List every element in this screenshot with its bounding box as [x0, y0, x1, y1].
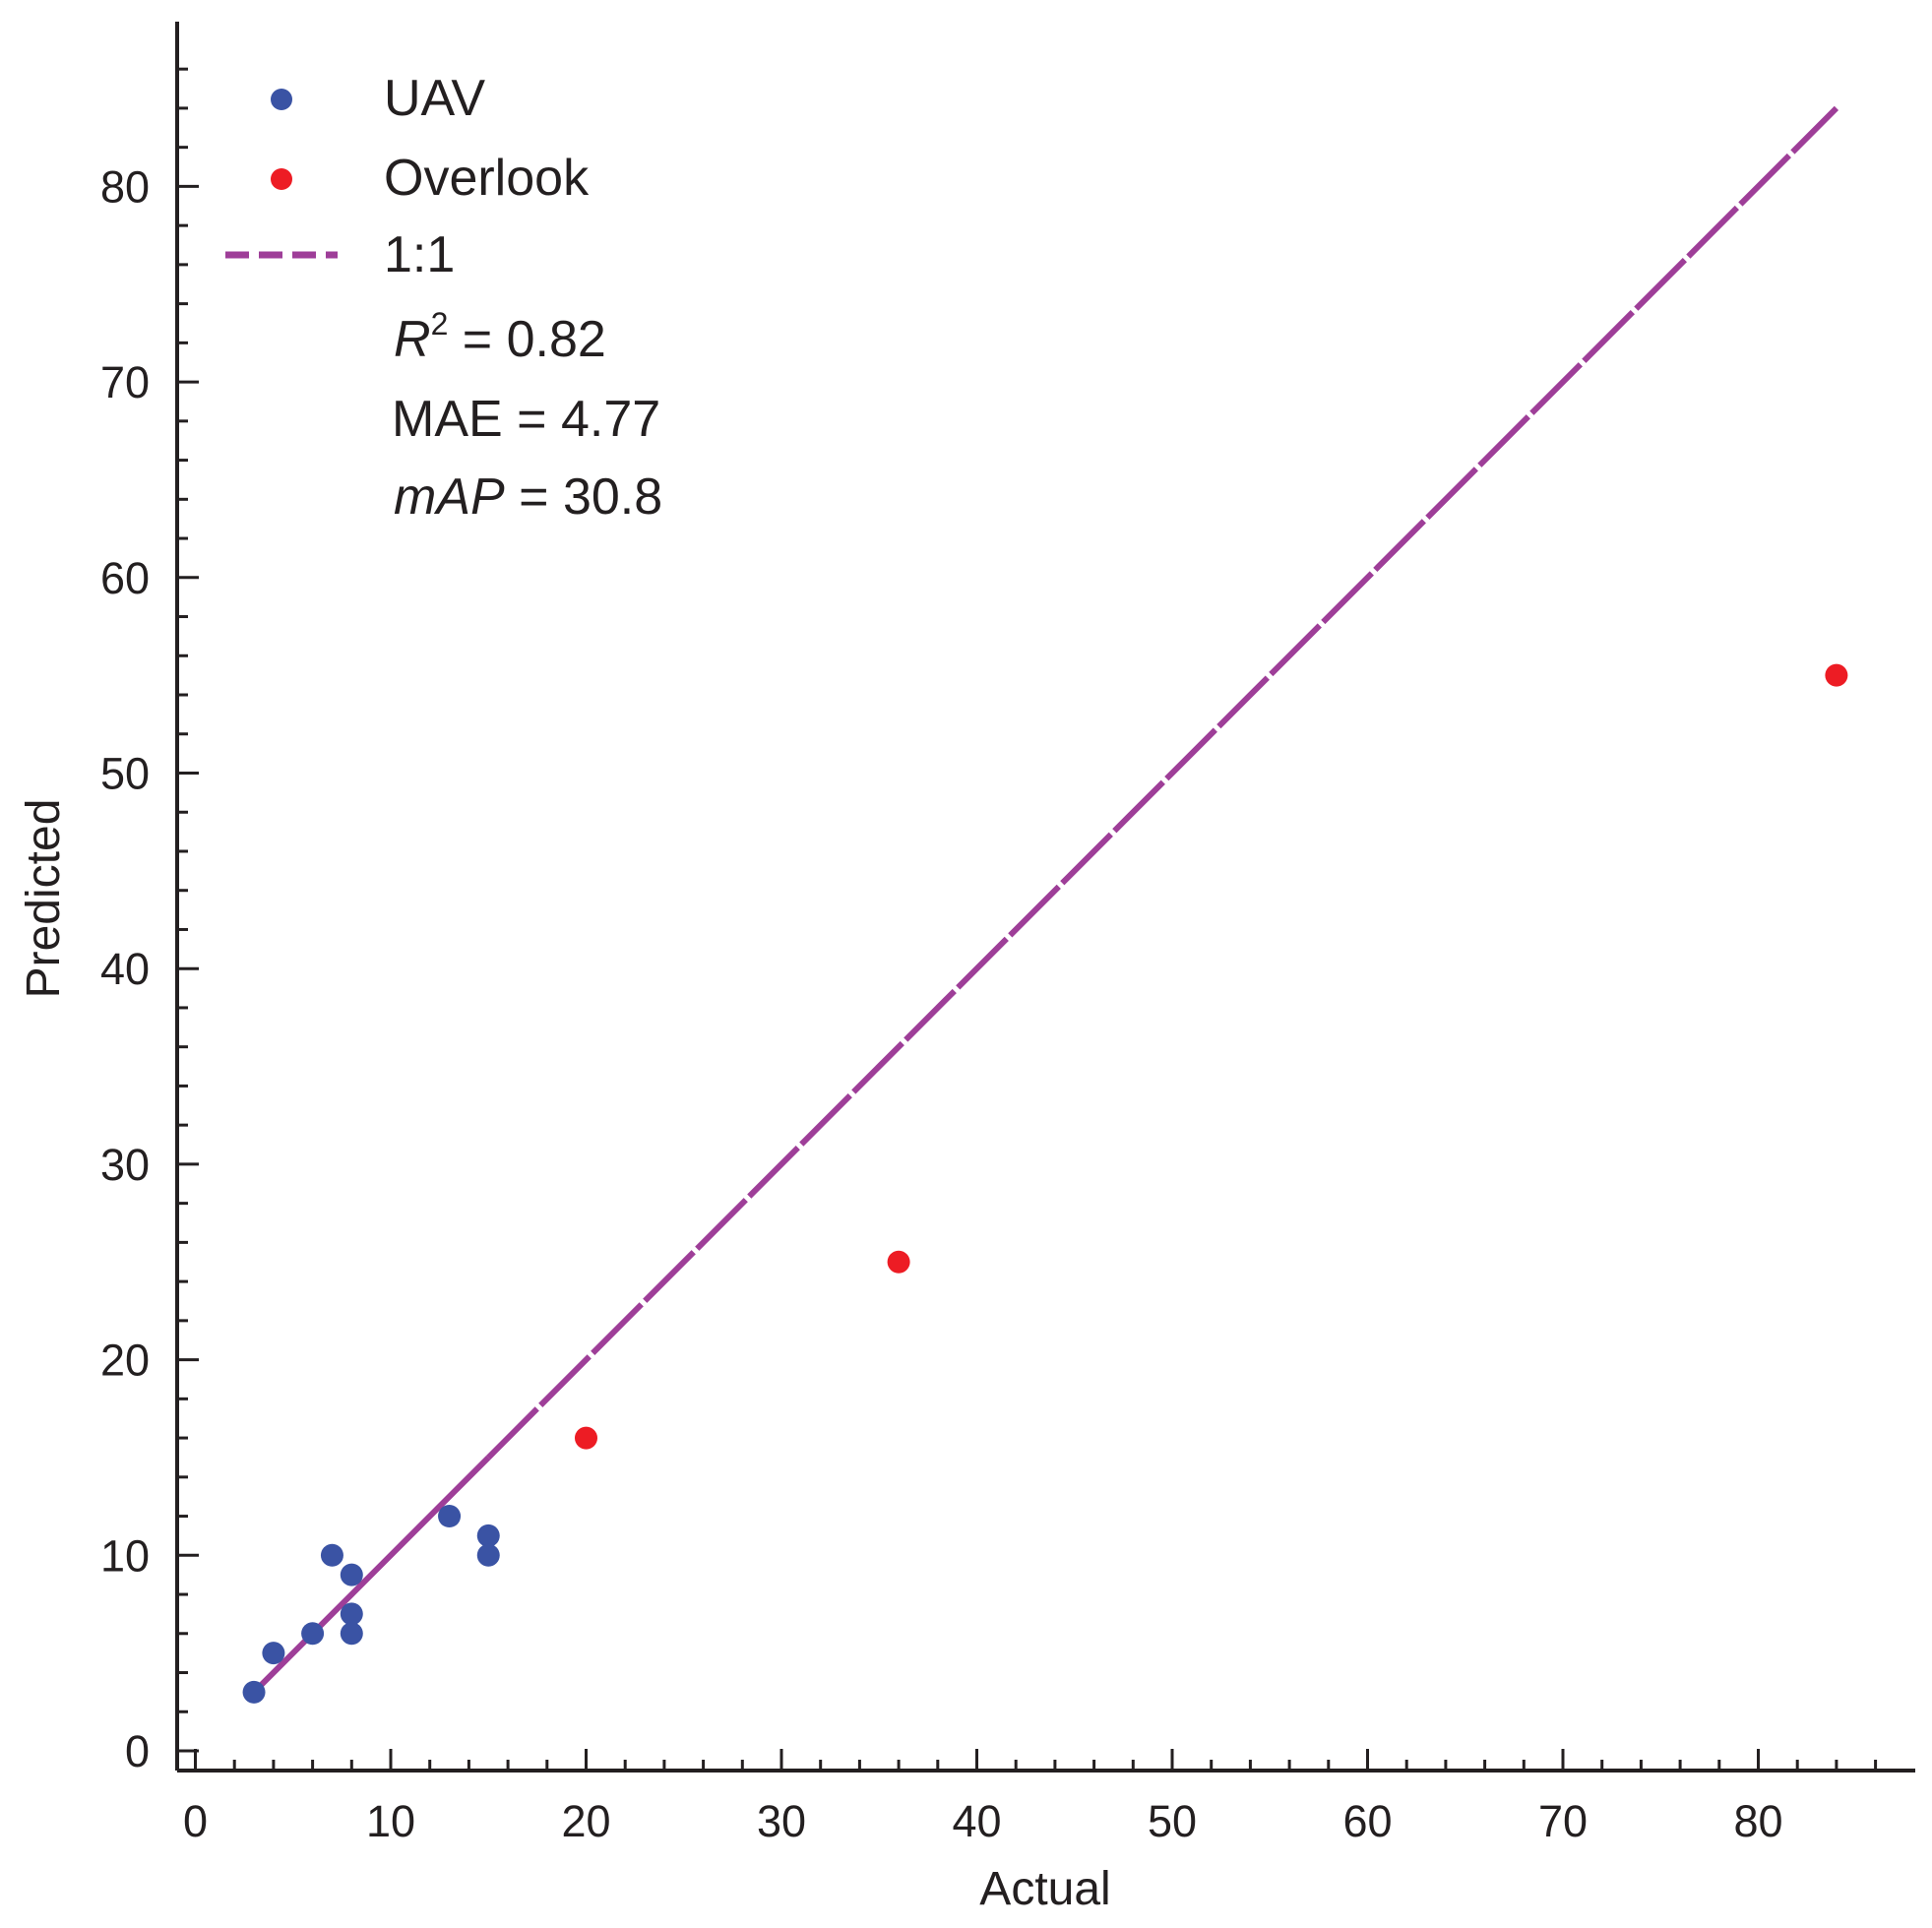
- legend-marker-uav: [271, 89, 292, 110]
- data-point-overlook: [1825, 663, 1848, 687]
- identity-line-solid: [251, 1455, 491, 1695]
- y-tick-label: 50: [100, 749, 150, 799]
- y-tick-label: 40: [100, 944, 150, 994]
- map-annotation: mAP = 30.8: [394, 468, 662, 526]
- x-tick-label: 0: [183, 1796, 208, 1846]
- x-tick-label: 70: [1538, 1796, 1588, 1846]
- legend-marker-overlook: [271, 168, 292, 190]
- legend: UAV Overlook 1:1: [225, 70, 590, 283]
- x-tick-label: 80: [1733, 1796, 1782, 1846]
- axes: 0 10 20 30 40 50 60 70 80 0 10 20 30 40 50 60 70 80 Actual…: [18, 22, 1915, 1915]
- r-squared-annotation: R2 = 0.82: [394, 306, 606, 368]
- data-point-uav: [340, 1622, 363, 1646]
- y-tick-label: 30: [100, 1140, 150, 1190]
- data-point-overlook: [575, 1426, 597, 1450]
- data-point-uav: [320, 1543, 343, 1567]
- data-point-uav: [340, 1563, 363, 1586]
- data-point-uav: [340, 1602, 363, 1626]
- x-tick-label: 30: [757, 1796, 806, 1846]
- y-tick-label: 0: [125, 1726, 150, 1776]
- data-point-uav: [262, 1642, 285, 1665]
- y-tick-label: 60: [100, 553, 150, 603]
- x-tick-label: 20: [561, 1796, 610, 1846]
- y-tick-label: 20: [100, 1336, 150, 1386]
- data-point-uav: [438, 1505, 462, 1528]
- x-tick-label: 60: [1342, 1796, 1392, 1846]
- data-point-uav: [301, 1622, 325, 1646]
- legend-label-overlook: Overlook: [384, 150, 590, 207]
- identity-line: [251, 105, 1839, 1695]
- data-point-uav: [242, 1680, 266, 1704]
- legend-label-identity: 1:1: [384, 226, 455, 283]
- y-tick-label: 80: [100, 161, 150, 212]
- x-tick-label: 40: [952, 1796, 1001, 1846]
- y-axis-title: Predicted: [18, 799, 70, 999]
- data-point-overlook: [887, 1250, 910, 1274]
- x-tick-label: 50: [1148, 1796, 1197, 1846]
- data-point-uav: [476, 1524, 500, 1547]
- x-tick-label: 10: [366, 1796, 415, 1846]
- y-tick-label: 10: [100, 1530, 150, 1581]
- identity-line-dashed: [486, 105, 1839, 1461]
- mae-annotation: MAE = 4.77: [392, 391, 660, 448]
- x-axis-title: Actual: [979, 1863, 1110, 1915]
- legend-label-uav: UAV: [384, 70, 485, 127]
- statistics-annotations: R2 = 0.82 MAE = 4.77 mAP = 30.8: [392, 306, 662, 526]
- data-point-uav: [476, 1543, 500, 1567]
- y-tick-label: 70: [100, 357, 150, 407]
- data-points: [242, 663, 1848, 1704]
